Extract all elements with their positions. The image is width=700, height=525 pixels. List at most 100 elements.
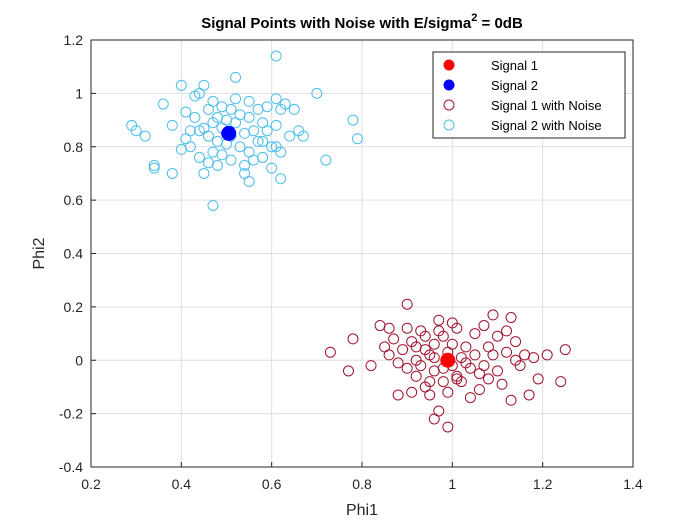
signal-point	[221, 125, 237, 141]
noise-point	[184, 125, 196, 137]
noise-point	[288, 103, 300, 115]
noise-point	[198, 167, 210, 179]
noise-point	[225, 154, 237, 166]
noise-point	[347, 114, 359, 126]
noise-point	[351, 133, 363, 145]
noise-point	[428, 338, 440, 350]
noise-point	[401, 298, 413, 310]
noise-point	[392, 389, 404, 401]
noise-point	[410, 370, 422, 382]
legend-label: Signal 1 with Noise	[491, 98, 602, 113]
noise-point	[180, 106, 192, 118]
ticks: 0.2 0.4 0.6 0.8 1 1.2 1.4 -0.4 -0.2 0 0.2 0.4 0.6 0.8…	[59, 32, 643, 492]
noise-point	[261, 101, 273, 113]
chart-title-main: Signal Points with Noise with E/sigma	[201, 15, 472, 32]
noise-point	[451, 373, 463, 385]
noise-point	[505, 312, 517, 324]
chart-title: Signal Points with Noise with E/sigma2 =…	[201, 12, 523, 32]
noise-point	[216, 149, 228, 161]
noise-point	[230, 93, 242, 105]
noise-point	[279, 98, 291, 110]
noise-point	[324, 346, 336, 358]
noise-point	[510, 336, 522, 348]
noise-point	[401, 362, 413, 374]
noise-point	[347, 333, 359, 345]
legend-marker	[443, 119, 455, 131]
noise-point	[193, 151, 205, 163]
y-tick-label: 1	[75, 85, 83, 101]
y-axis-label: Phi2	[31, 237, 48, 269]
noise-point	[460, 341, 472, 353]
noise-point	[239, 159, 251, 171]
legend-label: Signal 1	[491, 58, 538, 73]
noise-point	[487, 349, 499, 361]
noise-point	[284, 130, 296, 142]
noise-point	[166, 119, 178, 131]
noise-point	[559, 344, 571, 356]
legend-marker	[443, 59, 455, 71]
noise-point	[230, 71, 242, 83]
noise-point	[275, 173, 287, 185]
noise-point	[415, 360, 427, 372]
noise-point	[257, 151, 269, 163]
x-tick-label: 0.2	[81, 476, 101, 492]
noise-point	[437, 330, 449, 342]
noise-point	[397, 344, 409, 356]
noise-point	[478, 320, 490, 332]
noise-point	[541, 349, 553, 361]
noise-point	[166, 167, 178, 179]
noise-point	[388, 333, 400, 345]
noise-point	[419, 330, 431, 342]
noise-point	[266, 141, 278, 153]
noise-point	[428, 352, 440, 364]
noise-point	[514, 360, 526, 372]
noise-point	[234, 141, 246, 153]
noise-point	[139, 130, 151, 142]
noise-point	[442, 421, 454, 433]
legend-marker	[443, 99, 455, 111]
noise-point	[464, 362, 476, 374]
noise-point	[365, 360, 377, 372]
chart-title-suffix: = 0dB	[477, 15, 523, 32]
noise-point	[261, 125, 273, 137]
legend-marker	[443, 79, 455, 91]
noise-point	[175, 79, 187, 91]
chart-title-superscript: 2	[471, 12, 477, 24]
y-tick-label: 0.2	[64, 299, 84, 315]
noise-point	[211, 159, 223, 171]
noise-point	[433, 314, 445, 326]
noise-point	[198, 79, 210, 91]
noise-point	[451, 322, 463, 334]
noise-point	[243, 111, 255, 123]
noise-point	[248, 125, 260, 137]
x-tick-label: 1.2	[533, 476, 553, 492]
legend: Signal 1 Signal 2 Signal 1 with Noise Signa…	[432, 51, 626, 139]
y-tick-label: 1.2	[64, 32, 84, 48]
noise-point	[469, 349, 481, 361]
noise-point	[487, 309, 499, 321]
noise-point	[257, 135, 269, 147]
noise-point	[464, 392, 476, 404]
y-tick-label: 0.6	[64, 192, 84, 208]
noise-point	[207, 199, 219, 211]
noise-point	[207, 95, 219, 107]
noise-point	[311, 87, 323, 99]
noise-point	[342, 365, 354, 377]
noise-point	[252, 135, 264, 147]
noise-point	[130, 125, 142, 137]
noise-point	[401, 322, 413, 334]
noise-point	[501, 325, 513, 337]
noise-point	[148, 159, 160, 171]
noise-point	[505, 394, 517, 406]
noise-point	[428, 413, 440, 425]
noise-point	[193, 125, 205, 137]
noise-point	[437, 376, 449, 388]
noise-point	[492, 330, 503, 342]
noise-point	[482, 373, 494, 385]
noise-point	[532, 373, 544, 385]
noise-point	[469, 328, 481, 340]
noise-point	[410, 341, 422, 353]
data-points	[126, 50, 571, 433]
x-tick-label: 0.4	[172, 476, 192, 492]
